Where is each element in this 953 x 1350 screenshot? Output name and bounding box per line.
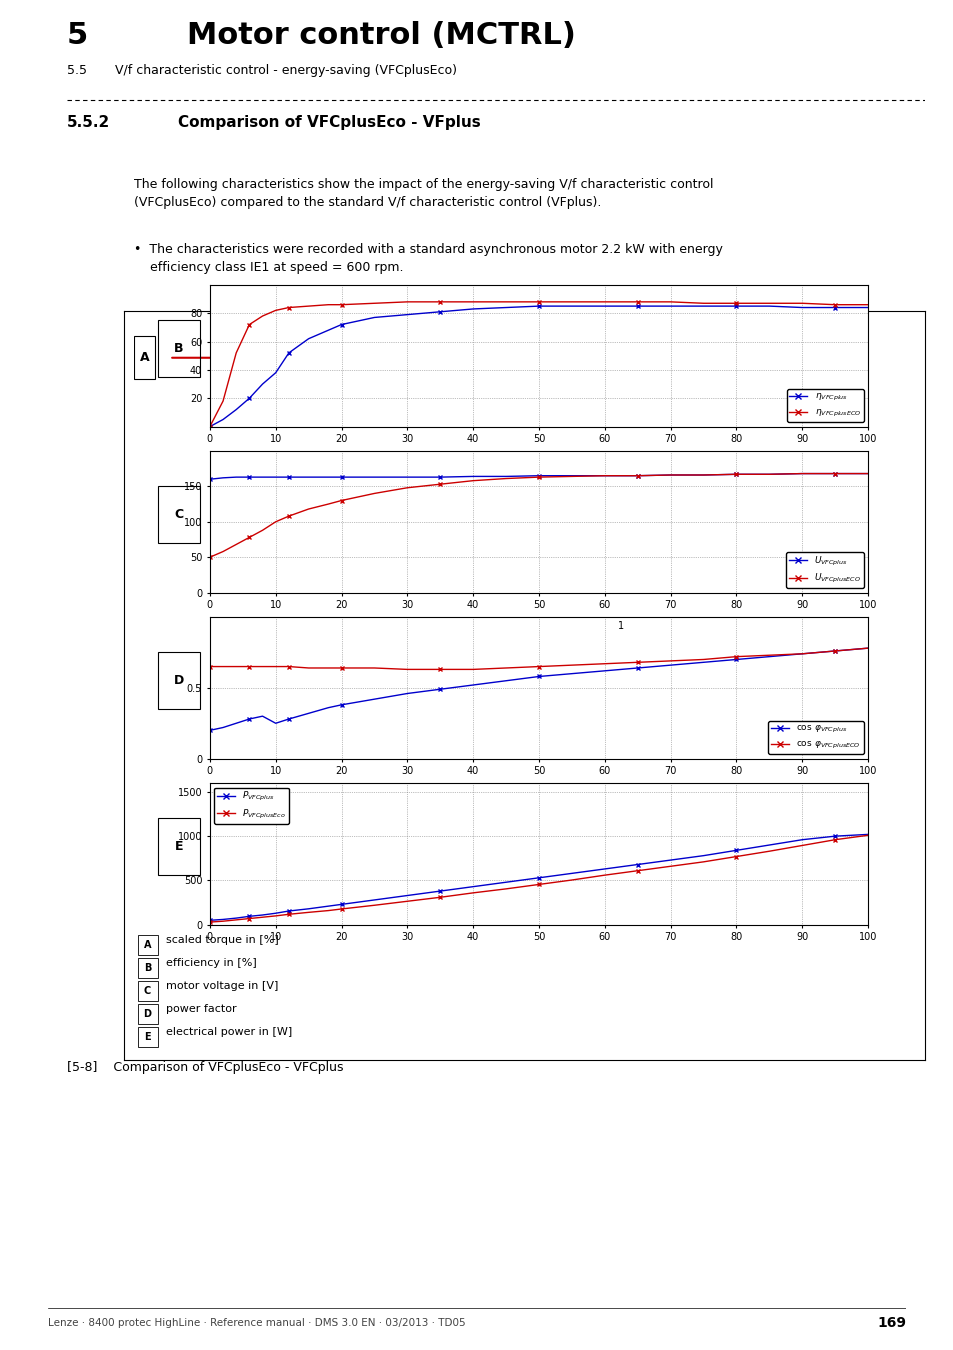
Text: E: E (144, 1033, 151, 1042)
Bar (158, 320, 200, 377)
Text: Lenze · 8400 protec HighLine · Reference manual · DMS 3.0 EN · 03/2013 · TD05: Lenze · 8400 protec HighLine · Reference… (48, 1318, 465, 1328)
Text: 5.5.2: 5.5.2 (67, 115, 110, 130)
Bar (158, 486, 200, 543)
Text: B: B (144, 963, 152, 973)
Text: Comparison of VFCplusEco - VFplus: Comparison of VFCplusEco - VFplus (178, 115, 480, 130)
Legend: $P_{VFCplus}$, $P_{VFCplusEco}$: $P_{VFCplus}$, $P_{VFCplusEco}$ (214, 787, 289, 824)
Legend: $\eta_{VFCplus}$, $\eta_{VFCplusECO}$: $\eta_{VFCplus}$, $\eta_{VFCplusECO}$ (786, 389, 862, 423)
Text: electrical power in [W]: electrical power in [W] (166, 1027, 292, 1037)
Text: 169: 169 (877, 1316, 905, 1330)
Bar (137, 1027, 157, 1048)
Text: 1: 1 (618, 621, 623, 632)
Bar (137, 936, 157, 954)
Text: C: C (144, 986, 151, 996)
Text: •  The characteristics were recorded with a standard asynchronous motor 2.2 kW w: • The characteristics were recorded with… (133, 243, 721, 274)
Bar (137, 1004, 157, 1023)
Bar (158, 652, 200, 709)
Text: E: E (174, 840, 183, 853)
Text: The following characteristics show the impact of the energy-saving V/f character: The following characteristics show the i… (133, 178, 712, 209)
Bar (133, 336, 154, 379)
Text: motor voltage in [V]: motor voltage in [V] (166, 981, 277, 991)
Legend: $U_{VFCplus}$, $U_{VFCplusECO}$: $U_{VFCplus}$, $U_{VFCplusECO}$ (785, 552, 862, 589)
Legend: $\cos\,\varphi_{VFCplus}$, $\cos\,\varphi_{VFCplusECO}$: $\cos\,\varphi_{VFCplus}$, $\cos\,\varph… (767, 721, 862, 755)
Bar (158, 818, 200, 875)
Text: 5: 5 (67, 20, 88, 50)
Text: scaled torque in [%]: scaled torque in [%] (166, 936, 278, 945)
Text: A: A (139, 351, 149, 364)
Text: power factor: power factor (166, 1004, 236, 1014)
Text: Motor control (MCTRL): Motor control (MCTRL) (187, 20, 576, 50)
Bar (137, 958, 157, 977)
Text: D: D (144, 1008, 152, 1019)
Text: D: D (173, 674, 184, 687)
Text: C: C (174, 508, 183, 521)
Text: B: B (174, 342, 183, 355)
Bar (137, 981, 157, 1000)
Text: A: A (144, 940, 152, 950)
Text: [5-8]    Comparison of VFCplusEco - VFCplus: [5-8] Comparison of VFCplusEco - VFCplus (67, 1061, 343, 1075)
Text: efficiency in [%]: efficiency in [%] (166, 958, 256, 968)
Text: 5.5       V/f characteristic control - energy-saving (VFCplusEco): 5.5 V/f characteristic control - energy-… (67, 63, 456, 77)
